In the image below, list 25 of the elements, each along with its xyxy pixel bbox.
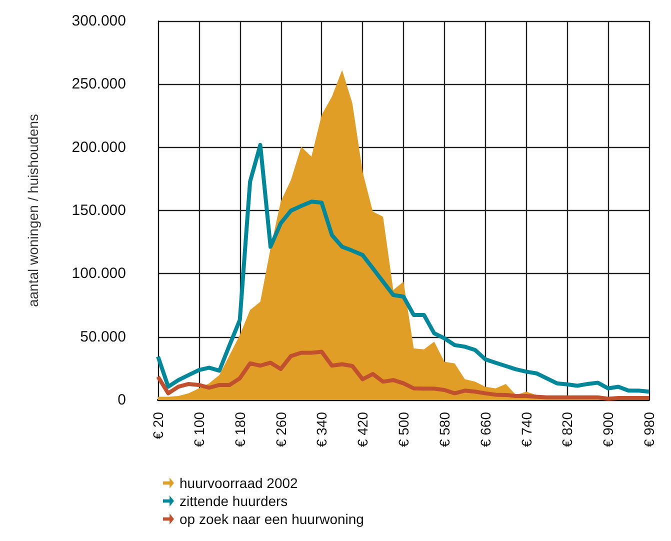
y-tick-label: 50.000 — [80, 328, 126, 346]
x-tick-label: € 20 — [150, 412, 166, 440]
x-tick-label: € 900 — [600, 412, 616, 448]
x-tick-label: € 500 — [396, 412, 412, 448]
x-tick-label: € 100 — [190, 412, 207, 448]
x-tick-label: € 260 — [272, 412, 289, 448]
x-tick-label: € 420 — [354, 412, 371, 448]
x-tick-label: € 980 — [641, 412, 657, 448]
x-tick-label: € 580 — [436, 412, 452, 448]
x-tick-label: € 740 — [518, 412, 534, 448]
x-tick-label: € 820 — [559, 412, 576, 448]
y-tick-label: 200.000 — [72, 138, 126, 156]
y-tick-label: 150.000 — [72, 202, 126, 219]
y-axis-title: aantal woningen / huishoudens — [25, 114, 41, 308]
x-tick-label: € 340 — [314, 412, 330, 448]
x-tick-label: € 660 — [477, 412, 494, 448]
legend-label: zittende huurders — [180, 493, 288, 509]
x-tick-label: € 180 — [232, 412, 248, 448]
line-series — [156, 142, 651, 394]
y-tick-label: 300.000 — [72, 12, 126, 30]
y-tick-label: 0 — [118, 392, 126, 408]
legend-label: op zoek naar een huurwoning — [180, 511, 364, 527]
legend-label: huurvoorraad 2002 — [180, 475, 298, 491]
y-tick-label: 100.000 — [72, 265, 126, 282]
y-tick-label: 250.000 — [72, 76, 126, 93]
